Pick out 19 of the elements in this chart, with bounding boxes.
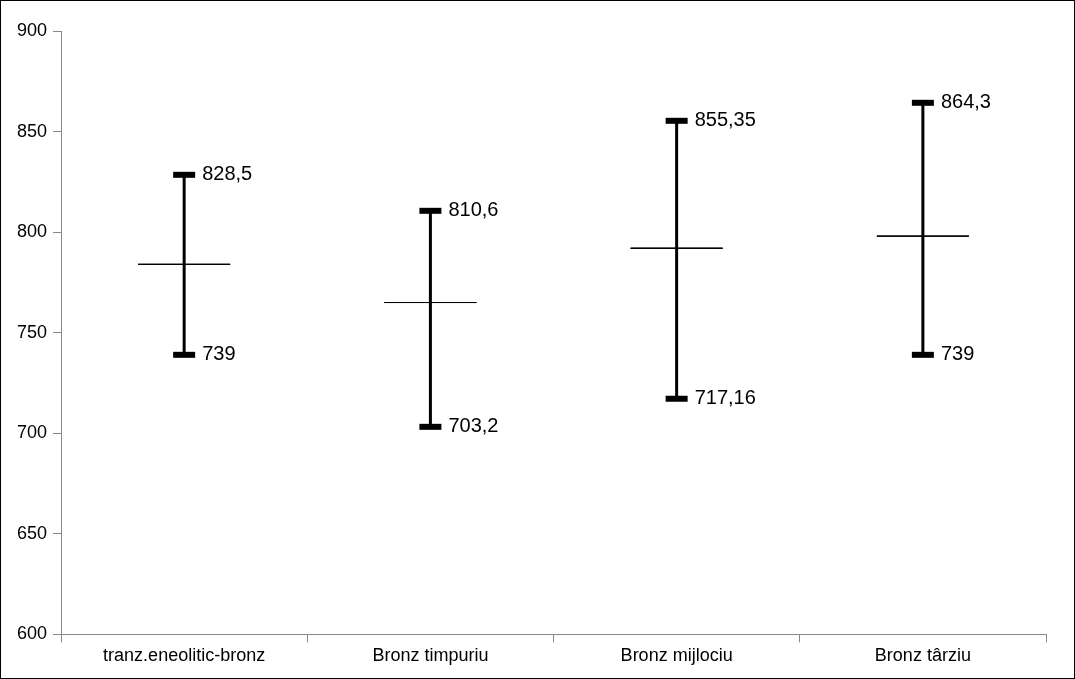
- annotation: 855,35: [694, 108, 756, 131]
- annotation: 739: [940, 342, 975, 365]
- x-tick-label: Bronz târziu: [874, 645, 971, 666]
- y-tick-label: 700: [16, 422, 48, 443]
- x-tick-label: Bronz timpuriu: [372, 645, 489, 666]
- y-tick-label: 900: [16, 19, 48, 40]
- y-tick-label: 650: [16, 522, 48, 543]
- y-tick-label: 850: [16, 120, 48, 141]
- y-tick-label: 800: [16, 221, 48, 242]
- y-tick-label: 750: [16, 321, 48, 342]
- annotation: 810,6: [448, 198, 499, 221]
- annotation: 703,2: [448, 414, 499, 437]
- y-tick-label: 600: [16, 623, 48, 644]
- x-tick-label: Bronz mijlociu: [620, 645, 733, 666]
- annotation: 828,5: [202, 162, 253, 185]
- x-tick-label: tranz.eneolitic-bronz: [103, 645, 266, 666]
- annotation: 717,16: [694, 386, 756, 409]
- annotation: 739: [202, 342, 236, 365]
- annotation: 864,3: [940, 90, 991, 113]
